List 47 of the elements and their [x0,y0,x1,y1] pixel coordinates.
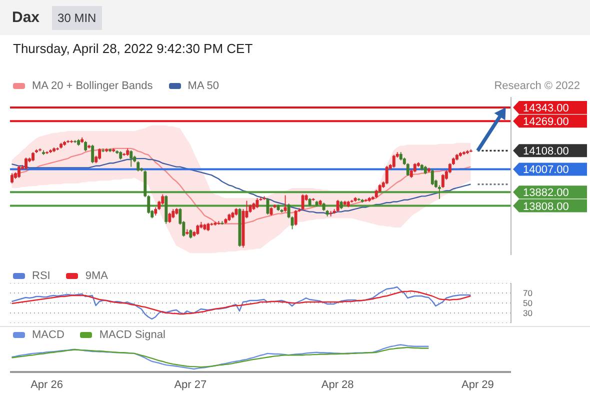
x-tick-label: Apr 27 [174,378,207,391]
candlestick [172,208,175,219]
candlestick [336,199,340,212]
candlestick [385,165,388,185]
candlestick [24,157,28,170]
line-series [11,286,472,320]
candlestick [10,172,14,184]
chart-title: Dax [12,9,40,26]
candlestick [301,194,304,210]
candlestick [18,165,20,178]
candlestick [130,150,133,168]
candlestick [294,210,298,226]
ref-line-label: 13882.00 [523,187,569,200]
candlestick [196,224,200,236]
candlestick [32,152,34,162]
candlestick [430,169,434,186]
candlestick [329,210,332,217]
ref-line-label: 14343.00 [523,102,569,114]
candlestick [91,144,94,164]
candlestick [136,160,140,172]
x-tick-label: Apr 26 [30,378,63,391]
ref-line-label: 13808.00 [523,200,569,213]
legend-label: MACD Signal [99,329,166,341]
line-series [11,290,472,315]
legend-label: RSI [32,270,50,282]
candlestick [441,174,444,188]
ref-line-label: 14269.00 [523,116,569,128]
legend-label: MACD [32,329,64,341]
text: Research © 2022 [494,80,580,92]
candlestick [189,228,192,239]
legend-label: MA 20 + Bollinger Bands [32,80,153,92]
chart-subtitle: Thursday, April 28, 2022 9:42:30 PM CET [13,41,253,56]
x-tick-label: Apr 29 [462,378,494,391]
y-tick-label: 30 [523,308,533,318]
x-tick-label: Apr 28 [321,378,354,391]
legend-label: MA 50 [188,80,219,92]
candlestick [392,154,396,168]
y-tick-label: 50 [523,298,533,308]
text: 30 MIN [52,6,102,30]
y-tick-label: 70 [523,288,533,298]
candlestick [84,140,88,152]
candlestick [98,148,102,160]
ref-line-label: 14108.00 [523,146,569,158]
ref-line-label: 14007.00 [523,164,569,176]
candlestick [284,194,287,212]
legend-label: 9MA [85,270,108,282]
candlestick [168,212,172,224]
